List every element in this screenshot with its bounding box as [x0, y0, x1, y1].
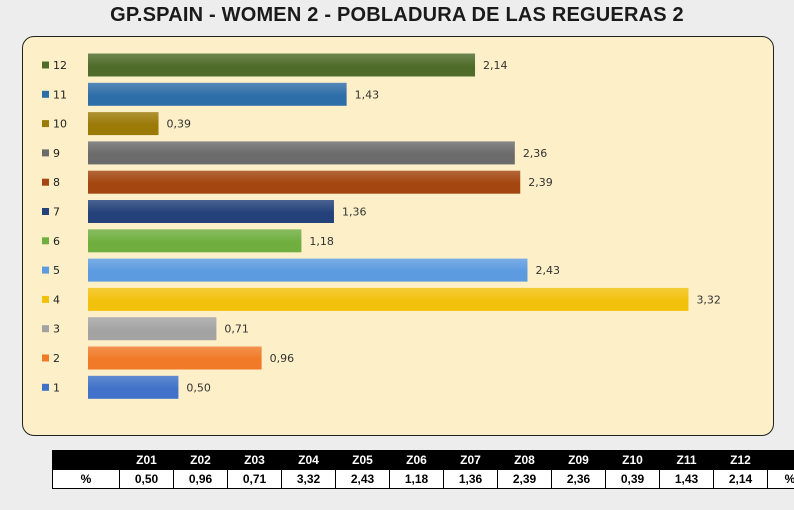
- table-cell: 1,43: [659, 469, 714, 489]
- bar-12: [88, 53, 476, 77]
- header-z12: Z12: [713, 450, 768, 470]
- value-label-1: 0,50: [186, 381, 211, 394]
- bar-9: [88, 141, 515, 165]
- legend-swatch-8: [42, 178, 49, 186]
- value-label-10: 0,39: [167, 118, 192, 131]
- table-cell: 2,39: [497, 469, 552, 489]
- legend-swatch-3: [42, 325, 49, 333]
- bar-1: [88, 375, 179, 399]
- table-cell: 2,43: [335, 469, 390, 489]
- header-z08: Z08: [497, 450, 552, 470]
- table-cell: 0,71: [227, 469, 282, 489]
- header-blank: [767, 450, 794, 470]
- bar-8: [88, 170, 521, 194]
- category-label-1: 1: [53, 381, 60, 394]
- category-label-9: 9: [53, 147, 60, 160]
- value-label-8: 2,39: [528, 176, 553, 189]
- header-z02: Z02: [173, 450, 228, 470]
- table-cell: 1,36: [443, 469, 498, 489]
- header-z03: Z03: [227, 450, 282, 470]
- table-cell: 3,32: [281, 469, 336, 489]
- header-z07: Z07: [443, 450, 498, 470]
- value-label-9: 2,36: [523, 147, 548, 160]
- header-z06: Z06: [389, 450, 444, 470]
- legend-swatch-6: [42, 237, 49, 245]
- table-cell: 2,36: [551, 469, 606, 489]
- table-cell: 0,96: [173, 469, 228, 489]
- table-cell: 1,18: [389, 469, 444, 489]
- category-label-3: 3: [53, 323, 60, 336]
- value-label-7: 1,36: [342, 206, 367, 219]
- category-label-11: 11: [53, 88, 67, 101]
- legend-swatch-10: [42, 120, 49, 128]
- bar-11: [88, 82, 347, 106]
- legend-swatch-12: [42, 61, 49, 69]
- table-row: % 0,50 0,96 0,71 3,32 2,43 1,18 1,36 2,39 2,36 0,3…: [52, 469, 794, 489]
- table-cell: 2,14: [713, 469, 768, 489]
- legend-swatch-1: [42, 383, 49, 391]
- category-label-8: 8: [53, 176, 60, 189]
- table-cell: %: [767, 469, 794, 489]
- category-label-5: 5: [53, 264, 60, 277]
- chart-panel: 12 2,14 11 1,43 10 0,39 9 2,36 8 2,39 7 1,36 6 1,18 5 2…: [22, 36, 774, 436]
- header-z04: Z04: [281, 450, 336, 470]
- table-cell: 0,50: [119, 469, 174, 489]
- legend-swatch-5: [42, 266, 49, 274]
- chart-title: GP.SPAIN - WOMEN 2 - POBLADURA DE LAS RE…: [110, 4, 684, 26]
- category-label-2: 2: [53, 352, 60, 365]
- header-z10: Z10: [605, 450, 660, 470]
- table-cell: 0,39: [605, 469, 660, 489]
- header-z01: Z01: [119, 450, 174, 470]
- table-cell: %: [52, 469, 120, 489]
- legend-swatch-7: [42, 208, 49, 215]
- category-label-7: 7: [53, 206, 60, 219]
- bar-6: [88, 229, 302, 253]
- legend-swatch-2: [42, 354, 49, 362]
- bar-10: [88, 112, 159, 136]
- category-label-4: 4: [53, 293, 60, 306]
- bar-5: [88, 258, 528, 282]
- bar-7: [88, 200, 334, 223]
- header-z11: Z11: [659, 450, 714, 470]
- value-label-4: 3,32: [696, 293, 721, 306]
- value-label-6: 1,18: [309, 235, 334, 248]
- category-label-6: 6: [53, 235, 60, 248]
- header-blank: [52, 450, 120, 470]
- value-label-3: 0,71: [224, 323, 249, 336]
- category-label-12: 12: [53, 59, 67, 72]
- legend-swatch-11: [42, 90, 49, 98]
- value-label-2: 0,96: [270, 352, 295, 365]
- bar-2: [88, 346, 262, 370]
- category-label-10: 10: [53, 118, 67, 131]
- bar-3: [88, 317, 217, 341]
- legend-swatch-9: [42, 149, 49, 157]
- header-z05: Z05: [335, 450, 390, 470]
- value-label-5: 2,43: [535, 264, 560, 277]
- legend-swatch-4: [42, 295, 49, 303]
- table-header-row: Z01 Z02 Z03 Z04 Z05 Z06 Z07 Z08 Z09 Z10 Z11 Z12: [52, 450, 794, 470]
- value-label-12: 2,14: [483, 59, 508, 72]
- bar-4: [88, 287, 689, 311]
- value-label-11: 1,43: [355, 88, 380, 101]
- data-table: Z01 Z02 Z03 Z04 Z05 Z06 Z07 Z08 Z09 Z10 Z11 Z12 % 0,…: [52, 450, 794, 489]
- header-z09: Z09: [551, 450, 606, 470]
